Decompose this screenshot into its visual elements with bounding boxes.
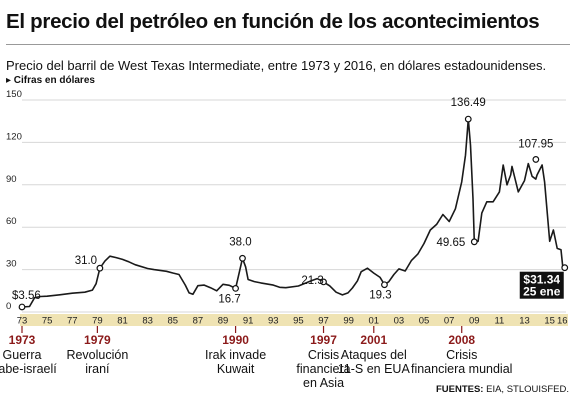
event-label-line: Ataques del xyxy=(341,348,407,362)
x-tick-label: 05 xyxy=(419,316,430,327)
source-text: EIA, STLOUISFED. xyxy=(483,384,569,395)
y-tick-label: 150 xyxy=(6,89,22,100)
price-point xyxy=(18,303,26,311)
event-label: Crisis financiera en Asia xyxy=(296,348,350,390)
price-label: 38.0 xyxy=(229,236,251,248)
event-year: 1990 xyxy=(222,333,249,347)
y-tick-label: 60 xyxy=(6,216,17,227)
price-annotations: $3.56 31.0 16.7 38.0 21.3 19.3 136.49 49.65 107.… xyxy=(12,97,569,311)
price-label: 31.0 xyxy=(75,255,97,267)
event-label: Revolución iraní xyxy=(66,348,128,376)
x-axis-band xyxy=(20,314,568,326)
x-tick-label: 95 xyxy=(293,316,304,327)
x-tick-label: 81 xyxy=(117,316,128,327)
event-label-line: financiera xyxy=(296,362,350,376)
price-line xyxy=(21,118,566,308)
event-label-line: Guerra xyxy=(3,348,42,362)
x-tick-label: 09 xyxy=(469,316,480,327)
price-point xyxy=(320,278,327,286)
price-label: 19.3 xyxy=(369,290,391,302)
price-point xyxy=(470,238,478,246)
chart-subtitle: Precio del barril de West Texas Intermed… xyxy=(6,58,547,73)
x-tick-label: 07 xyxy=(444,316,455,327)
x-tick-label: 79 xyxy=(92,316,103,327)
x-tick-label: 91 xyxy=(243,316,254,327)
price-point xyxy=(561,264,569,272)
price-label: 21.3 xyxy=(301,275,323,287)
source-note: FUENTES: EIA, STLOUISFED. xyxy=(436,384,569,395)
price-point xyxy=(532,156,540,163)
x-tick-label: 85 xyxy=(167,316,178,327)
source-label: FUENTES: xyxy=(435,384,484,395)
title-divider xyxy=(6,44,570,45)
y-tick-label: 90 xyxy=(6,174,17,185)
event-year: 1973 xyxy=(9,333,36,347)
price-label: 49.65 xyxy=(437,237,466,249)
price-label: 136.49 xyxy=(451,97,486,109)
x-axis-labels: 73 75 77 79 81 83 85 87 89 91 93 95 97 99 01 03 05 07 09 11… xyxy=(17,316,568,327)
x-tick-label: 16 xyxy=(557,316,568,327)
event-year: 2001 xyxy=(360,333,387,347)
event-year: 1979 xyxy=(84,333,111,347)
price-label: 16.7 xyxy=(218,293,240,305)
event-label-line: Crisis xyxy=(446,348,477,362)
page-title: El precio del petróleo en función de los… xyxy=(6,10,540,33)
y-axis-labels: 0 30 60 90 120 150 xyxy=(6,89,22,312)
event-label-line: 11-S en EUA xyxy=(338,362,411,376)
price-point xyxy=(381,281,388,289)
x-tick-label: 15 xyxy=(544,316,555,327)
event-label-line: en Asia xyxy=(303,376,344,390)
x-tick-label: 87 xyxy=(193,316,204,327)
event-label-line: iraní xyxy=(85,362,110,376)
event-label-line: Crisis xyxy=(308,348,339,362)
price-point xyxy=(232,284,239,292)
x-tick-label: 89 xyxy=(218,316,229,327)
event-label-line: financiera mundial xyxy=(411,362,512,376)
end-price-box xyxy=(519,271,564,299)
event-label-line: Revolución xyxy=(66,348,128,362)
x-tick-label: 11 xyxy=(494,316,504,327)
price-point xyxy=(96,264,104,272)
event-year: 2008 xyxy=(448,333,475,347)
x-tick-label: 75 xyxy=(42,316,53,327)
event-label: Crisis financiera mundial xyxy=(411,348,512,376)
event-label-line: árabe-israelí xyxy=(0,362,57,376)
price-point xyxy=(464,115,472,123)
x-tick-label: 97 xyxy=(318,316,329,327)
event-label-line: Kuwait xyxy=(217,362,255,376)
x-tick-label: 83 xyxy=(142,316,153,327)
event-annotations: 1973Guerraárabe-israelí 1979Revoluciónira… xyxy=(0,326,512,390)
y-tick-label: 30 xyxy=(6,259,17,270)
event-label: Ataques del 11-S en EUA xyxy=(338,348,411,376)
event-label: Guerraárabe-israelí xyxy=(0,348,57,376)
price-label: $3.56 xyxy=(12,290,41,302)
x-tick-label: 99 xyxy=(343,316,354,327)
event-label-line: Irak invade xyxy=(205,348,266,362)
end-price-date: 25 ene xyxy=(523,285,561,299)
y-tick-label: 0 xyxy=(6,301,11,312)
price-label: 107.95 xyxy=(518,138,553,150)
x-tick-label: 01 xyxy=(368,316,379,327)
x-tick-label: 73 xyxy=(17,316,28,327)
grid-lines xyxy=(22,99,566,313)
event-label: Irak invade Kuwait xyxy=(205,348,266,376)
x-tick-label: 13 xyxy=(519,316,530,327)
event-year: 1997 xyxy=(310,333,337,347)
y-tick-label: 120 xyxy=(6,131,22,142)
x-tick-label: 93 xyxy=(268,316,279,327)
price-point xyxy=(239,254,246,262)
x-tick-label: 03 xyxy=(394,316,405,327)
x-tick-label: 77 xyxy=(67,316,78,327)
unit-label: ▸ Cifras en dólares xyxy=(6,75,95,86)
end-price-label: $31.34 xyxy=(523,273,560,287)
